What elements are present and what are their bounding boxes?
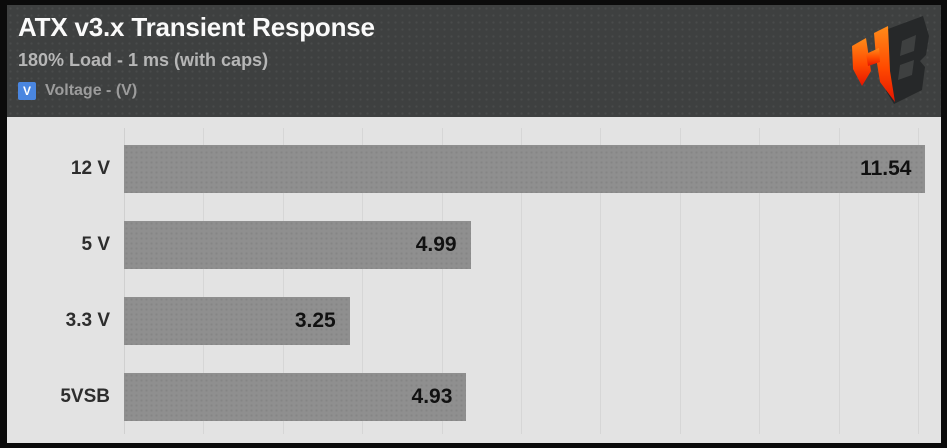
bar-track: 4.93 (124, 373, 938, 421)
bar-value-label: 4.99 (415, 233, 457, 256)
legend-voltage-swatch-icon: V (18, 82, 36, 100)
value-bar: 11.54 (124, 145, 926, 193)
hardware-busters-logo-icon (852, 16, 929, 104)
legend-item-voltage[interactable]: V Voltage - (V) (18, 81, 137, 101)
category-label: 5VSB (60, 386, 110, 407)
gridline (679, 128, 681, 434)
bar-value-label: 11.54 (860, 157, 912, 180)
chart-header: ATX v3.x Transient Response 180% Load - … (7, 5, 941, 117)
bar-value-label: 3.25 (294, 309, 336, 332)
value-bar: 4.93 (124, 373, 467, 421)
bar-rows: 12 V 11.54 5 V 4.99 3.3 V 3.25 5VSB 4.93 (7, 117, 938, 443)
gridline (282, 128, 284, 434)
gridline (521, 128, 523, 434)
chart-title: ATX v3.x Transient Response (18, 12, 375, 42)
category-label: 3.3 V (65, 310, 110, 331)
gridline (441, 128, 443, 434)
legend-label: Voltage - (V) (45, 82, 138, 99)
y-axis-line (124, 128, 125, 434)
bar-track: 3.25 (124, 297, 938, 345)
gridline (203, 128, 205, 434)
value-bar: 4.99 (124, 221, 471, 269)
bar-row: 5VSB 4.93 (7, 373, 938, 421)
gridline (362, 128, 364, 434)
bar-row: 5 V 4.99 (7, 221, 938, 269)
value-bar: 3.25 (124, 297, 350, 345)
bar-row: 12 V 11.54 (7, 145, 938, 193)
chart-subtitle: 180% Load - 1 ms (with caps) (18, 50, 269, 70)
gridline (918, 128, 920, 434)
bar-track: 4.99 (124, 221, 938, 269)
bar-value-label: 4.93 (411, 385, 453, 408)
category-label: 5 V (81, 234, 110, 255)
gridline (838, 128, 840, 434)
bar-row: 3.3 V 3.25 (7, 297, 938, 345)
gridline (759, 128, 761, 434)
category-label: 12 V (70, 158, 110, 179)
gridlines (124, 128, 938, 434)
gridline (600, 128, 602, 434)
plot-area: 12 V 11.54 5 V 4.99 3.3 V 3.25 5VSB 4.93 (7, 117, 941, 443)
bar-track: 11.54 (124, 145, 938, 193)
